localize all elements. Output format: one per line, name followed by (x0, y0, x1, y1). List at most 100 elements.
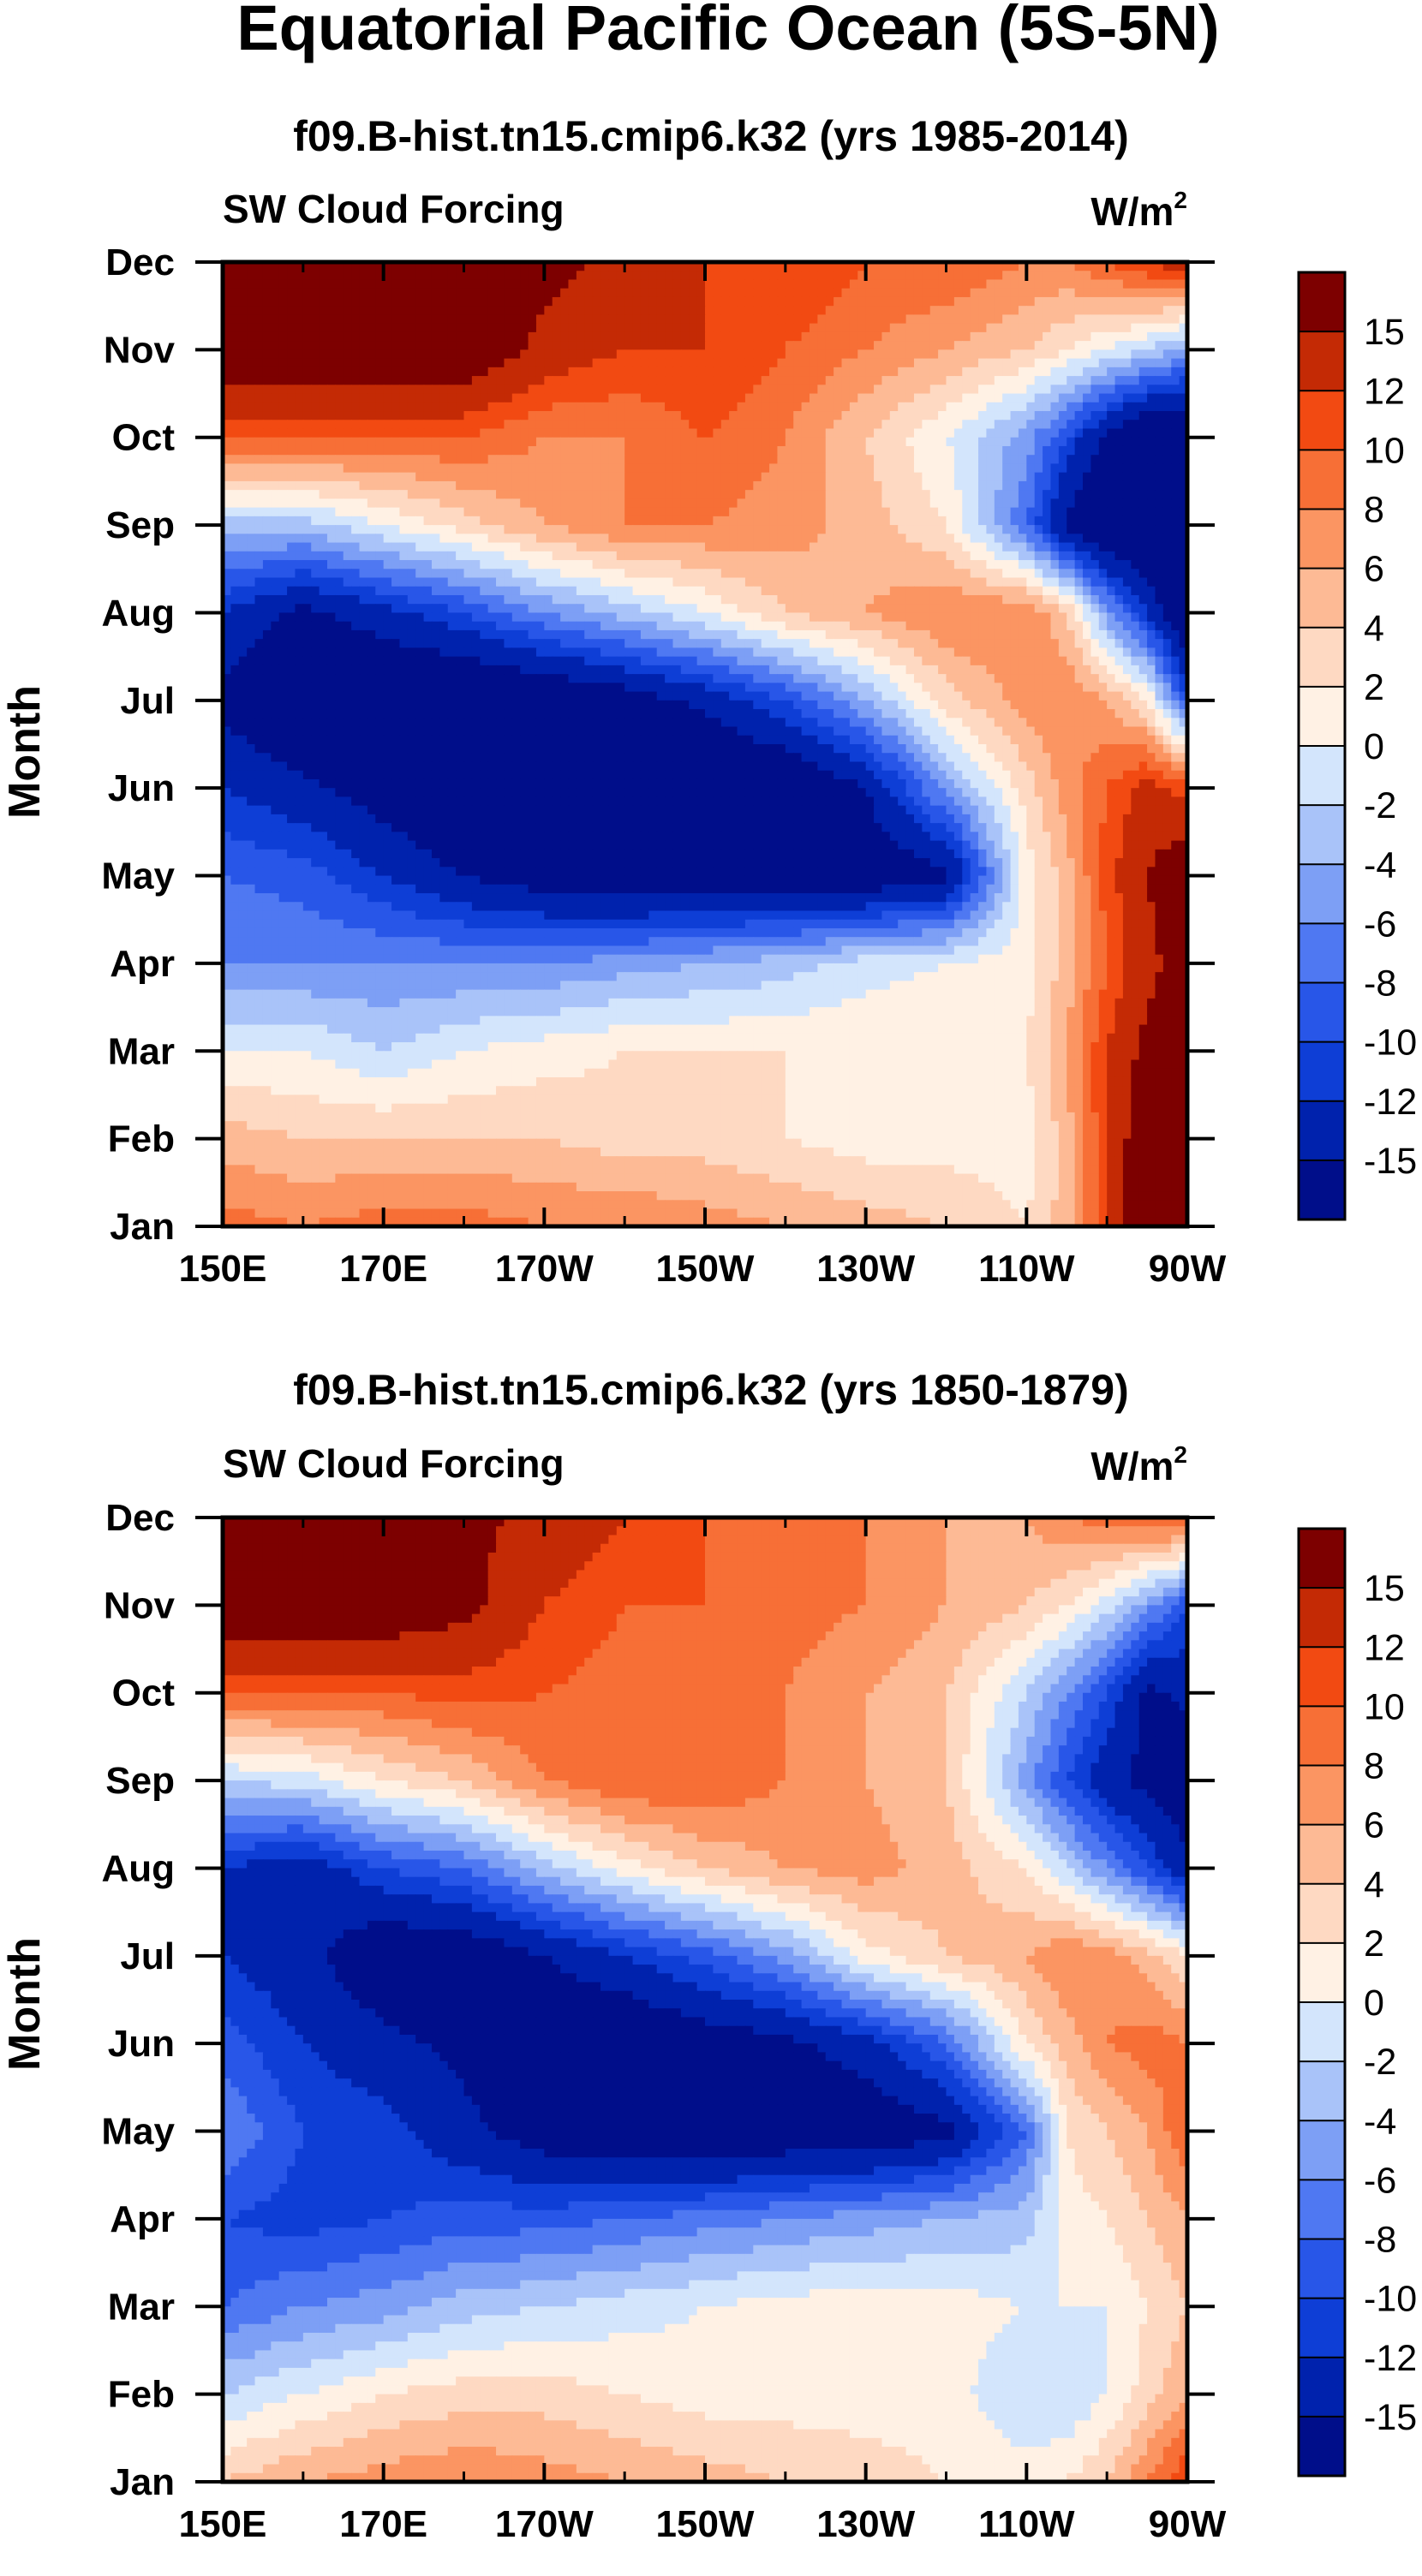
heatmap-cell (552, 331, 561, 342)
heatmap-cell (632, 455, 642, 465)
heatmap-cell (480, 551, 489, 561)
heatmap-cell (680, 262, 690, 271)
heatmap-cell (1083, 490, 1091, 499)
heatmap-cell (881, 480, 891, 491)
heatmap-cell (319, 516, 328, 526)
heatmap-cell (230, 472, 240, 482)
heatmap-cell (665, 463, 674, 474)
heatmap-cell (922, 376, 931, 385)
heatmap-cell (922, 472, 931, 482)
heatmap-cell (986, 455, 995, 465)
heatmap-cell (1179, 480, 1188, 491)
heatmap-cell (1171, 296, 1180, 307)
heatmap-cell (351, 306, 361, 316)
heatmap-cell (744, 534, 754, 544)
heatmap-cell (696, 271, 706, 281)
heatmap-cell (801, 534, 810, 544)
heatmap-cell (359, 463, 368, 474)
heatmap-cell (1018, 296, 1027, 307)
heatmap-cell (544, 455, 553, 465)
heatmap-cell (487, 367, 497, 377)
heatmap-cell (729, 498, 738, 509)
heatmap-cell (672, 551, 682, 561)
heatmap-cell (608, 411, 618, 420)
heatmap-cell (1122, 604, 1132, 614)
heatmap-cell (978, 323, 988, 333)
heatmap-cell (841, 498, 851, 509)
heatmap-cell (415, 314, 425, 325)
heatmap-cell (970, 586, 979, 596)
heatmap-cell (439, 402, 449, 412)
heatmap-cell (238, 331, 248, 342)
heatmap-cell (247, 393, 256, 403)
heatmap-cell (528, 341, 537, 350)
heatmap-cell (761, 463, 770, 474)
heatmap-cell (1002, 463, 1012, 474)
heatmap-cell (223, 262, 231, 271)
heatmap-cell (399, 480, 409, 491)
heatmap-cell (640, 507, 649, 517)
heatmap-cell (351, 262, 361, 271)
heatmap-cell (898, 385, 907, 395)
heatmap-cell (230, 604, 240, 614)
heatmap-cell (456, 411, 465, 420)
heatmap-cell (1131, 428, 1140, 438)
heatmap-cell (1066, 385, 1076, 395)
heatmap-cell (753, 428, 762, 438)
heatmap-cell (769, 428, 779, 438)
heatmap-cell (1010, 480, 1019, 491)
heatmap-cell (431, 507, 440, 517)
heatmap-cell (962, 594, 971, 605)
heatmap-cell (391, 331, 401, 342)
heatmap-cell (744, 480, 754, 491)
heatmap-cell (391, 437, 401, 447)
heatmap-cell (1114, 551, 1124, 561)
heatmap-cell (1026, 455, 1036, 465)
heatmap-cell (399, 534, 409, 544)
heatmap-cell (295, 331, 304, 342)
heatmap-cell (544, 314, 553, 325)
heatmap-cell (938, 534, 947, 544)
heatmap-cell (407, 341, 416, 350)
heatmap-cell (592, 612, 601, 623)
heatmap-cell (857, 349, 867, 360)
heatmap-cell (777, 463, 786, 474)
heatmap-cell (744, 612, 754, 623)
heatmap-cell (753, 323, 762, 333)
heatmap-cell (753, 358, 762, 368)
heatmap-cell (656, 306, 666, 316)
heatmap-cell (560, 367, 570, 377)
heatmap-cell (1050, 349, 1060, 360)
heatmap-cell (713, 516, 722, 526)
heatmap-cell (528, 560, 537, 569)
heatmap-cell (817, 604, 827, 614)
heatmap-cell (535, 463, 545, 474)
heatmap-cell (801, 612, 810, 623)
heatmap-cell (254, 437, 264, 447)
heatmap-cell (351, 480, 361, 491)
heatmap-cell (511, 498, 521, 509)
heatmap-cell (456, 271, 465, 281)
heatmap-cell (1018, 402, 1027, 412)
heatmap-cell (1162, 420, 1172, 430)
heatmap-cell (326, 376, 336, 385)
heatmap-cell (262, 402, 272, 412)
heatmap-cell (656, 577, 666, 587)
heatmap-cell (511, 349, 521, 360)
heatmap-cell (487, 331, 497, 342)
heatmap-cell (295, 411, 304, 420)
heatmap-cell (383, 306, 392, 316)
heatmap-cell (311, 314, 320, 325)
heatmap-cell (1179, 411, 1188, 420)
heatmap-cell (744, 472, 754, 482)
heatmap-cell (785, 341, 794, 350)
heatmap-cell (1043, 490, 1052, 499)
heatmap-cell (1171, 411, 1180, 420)
heatmap-cell (544, 262, 553, 271)
heatmap-cell (1058, 525, 1067, 534)
heatmap-cell (1147, 604, 1156, 614)
heatmap-cell (383, 279, 392, 289)
heatmap-cell (905, 402, 915, 412)
heatmap-cell (343, 498, 352, 509)
heatmap-cell (439, 376, 449, 385)
